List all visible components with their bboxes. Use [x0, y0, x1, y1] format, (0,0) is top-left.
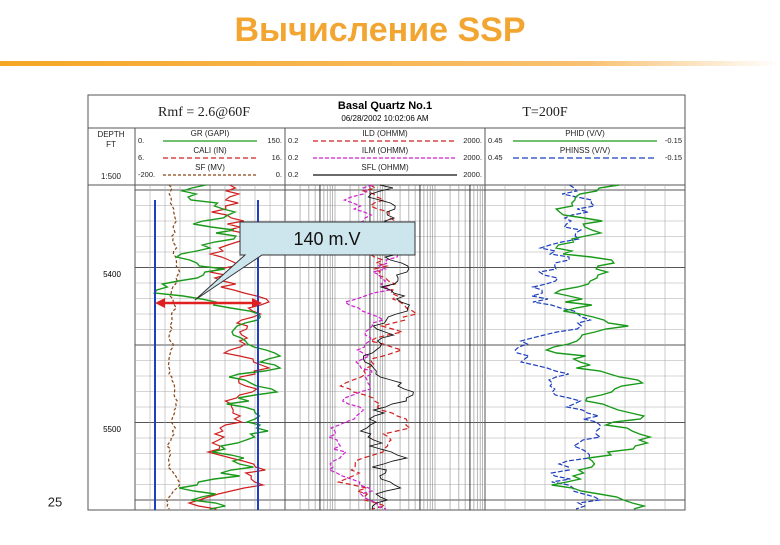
temperature-note: T=200F — [522, 105, 567, 120]
scale-left: -200. — [138, 170, 155, 179]
curve-name: PHINSS (V/V) — [560, 146, 611, 155]
scale-right: 0. — [276, 170, 282, 179]
depth-label: 5400 — [103, 270, 121, 279]
scale-left: 6. — [138, 153, 144, 162]
scale-left: 0.45 — [488, 153, 503, 162]
callout-text: 140 m.V — [293, 229, 360, 249]
curve-name: GR (GAPI) — [191, 129, 230, 138]
scale-left: 0. — [138, 136, 144, 145]
rmf-note: Rmf = 2.6@60F — [158, 105, 250, 120]
curve-name: SFL (OHMM) — [361, 163, 409, 172]
gr-trace — [152, 184, 282, 510]
well-name: Basal Quartz No.1 — [338, 100, 432, 112]
title-rule — [0, 61, 780, 66]
scale-left: 0.45 — [488, 136, 503, 145]
scale-left: 0.2 — [288, 153, 298, 162]
well-log: Basal Quartz No.1 06/28/2002 10:02:06 AM… — [87, 94, 686, 511]
phinss-trace — [514, 184, 602, 510]
scale-right: -0.15 — [665, 153, 682, 162]
curve-name: ILM (OHMM) — [362, 146, 409, 155]
scale-right: 2000. — [463, 136, 482, 145]
scale-right: 2000. — [463, 153, 482, 162]
slide-title: Вычисление SSP — [234, 11, 525, 49]
phid-trace — [544, 184, 653, 510]
scale-right: 150. — [267, 136, 282, 145]
scale-left: 0.2 — [288, 136, 298, 145]
scale-right: 16. — [272, 153, 282, 162]
curve-name: SF (MV) — [195, 163, 225, 172]
curve-name: CALI (IN) — [193, 146, 227, 155]
depth-unit: FT — [106, 140, 116, 149]
curve-name: PHID (V/V) — [565, 129, 605, 138]
sp-trace — [165, 184, 181, 510]
timestamp: 06/28/2002 10:02:06 AM — [341, 114, 429, 123]
scale-right: -0.15 — [665, 136, 682, 145]
ssp-arrow — [155, 298, 262, 308]
scale-right: 2000. — [463, 170, 482, 179]
depth-scale: 1:500 — [101, 172, 122, 181]
curve-name: ILD (OHMM) — [362, 129, 408, 138]
scale-left: 0.2 — [288, 170, 298, 179]
depth-title: DEPTH — [97, 130, 124, 139]
depth-label: 5500 — [103, 425, 121, 434]
page-number: 25 — [48, 494, 62, 509]
ilm-trace — [327, 184, 399, 510]
callout-box — [194, 221, 416, 301]
